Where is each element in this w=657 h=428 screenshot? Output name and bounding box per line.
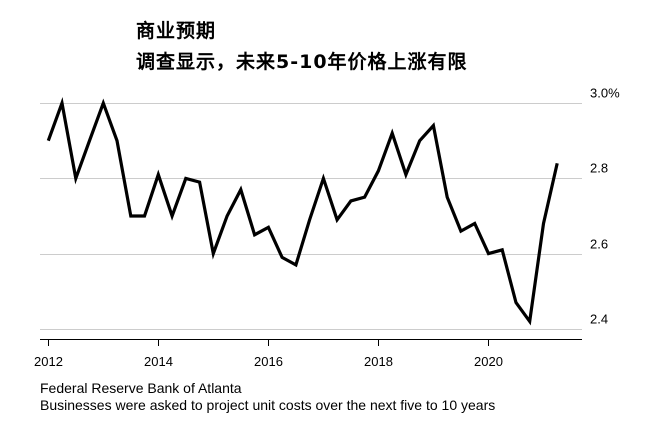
y-tick-label: 2.6 <box>590 237 608 252</box>
data-point <box>184 177 187 180</box>
data-point <box>501 248 504 251</box>
data-point <box>377 169 380 172</box>
y-tick-label: 2.4 <box>590 312 608 327</box>
data-point <box>143 215 146 218</box>
data-point <box>349 199 352 202</box>
data-point <box>88 139 91 142</box>
data-point <box>459 230 462 233</box>
data-point <box>212 252 215 255</box>
data-point <box>418 139 421 142</box>
series-line <box>46 97 559 326</box>
data-point <box>542 222 545 225</box>
data-point <box>308 218 311 221</box>
data-point <box>267 226 270 229</box>
data-point <box>404 173 407 176</box>
data-point <box>116 139 119 142</box>
data-point <box>129 215 132 218</box>
x-axis <box>40 339 582 346</box>
y-axis-tick-labels: 2.4 2.6 2.8 3.0% <box>590 86 620 327</box>
data-point <box>61 102 64 105</box>
data-point <box>363 196 366 199</box>
data-point <box>102 102 105 105</box>
data-point <box>515 301 518 304</box>
data-point <box>226 215 229 218</box>
data-point <box>473 222 476 225</box>
data-point <box>487 252 490 255</box>
data-point <box>432 124 435 127</box>
x-axis-tick-labels: 2012 2014 2016 2018 2020 <box>34 354 503 369</box>
data-point <box>198 181 201 184</box>
data-point <box>281 256 284 259</box>
data-point <box>239 188 242 191</box>
description-note: Businesses were asked to project unit co… <box>40 397 496 413</box>
chart-heading: 商业预期 调查显示，未来5-10年价格上涨有限 <box>136 18 636 76</box>
data-point <box>253 233 256 236</box>
x-tick-label: 2014 <box>144 354 173 369</box>
data-point <box>528 320 531 323</box>
y-tick-label: 3.0% <box>590 86 620 101</box>
x-tick-label: 2020 <box>474 354 503 369</box>
data-point <box>446 196 449 199</box>
data-point <box>47 139 50 142</box>
data-point <box>171 215 174 218</box>
data-point <box>391 132 394 135</box>
y-tick-label: 2.8 <box>590 161 608 176</box>
chart-title: 商业预期 <box>136 20 217 42</box>
series-layer <box>46 97 559 326</box>
x-tick-label: 2016 <box>254 354 283 369</box>
data-point <box>74 177 77 180</box>
data-point <box>336 218 339 221</box>
gridlines <box>40 103 582 330</box>
x-tick-label: 2018 <box>364 354 393 369</box>
chart-subtitle: 调查显示，未来5-10年价格上涨有限 <box>136 51 468 73</box>
chart-footer: Federal Reserve Bank of Atlanta Business… <box>40 380 495 414</box>
data-point <box>157 173 160 176</box>
x-tick-label: 2012 <box>34 354 63 369</box>
source-note: Federal Reserve Bank of Atlanta <box>40 380 242 396</box>
data-point <box>294 263 297 266</box>
data-point <box>322 177 325 180</box>
data-point <box>556 162 559 165</box>
